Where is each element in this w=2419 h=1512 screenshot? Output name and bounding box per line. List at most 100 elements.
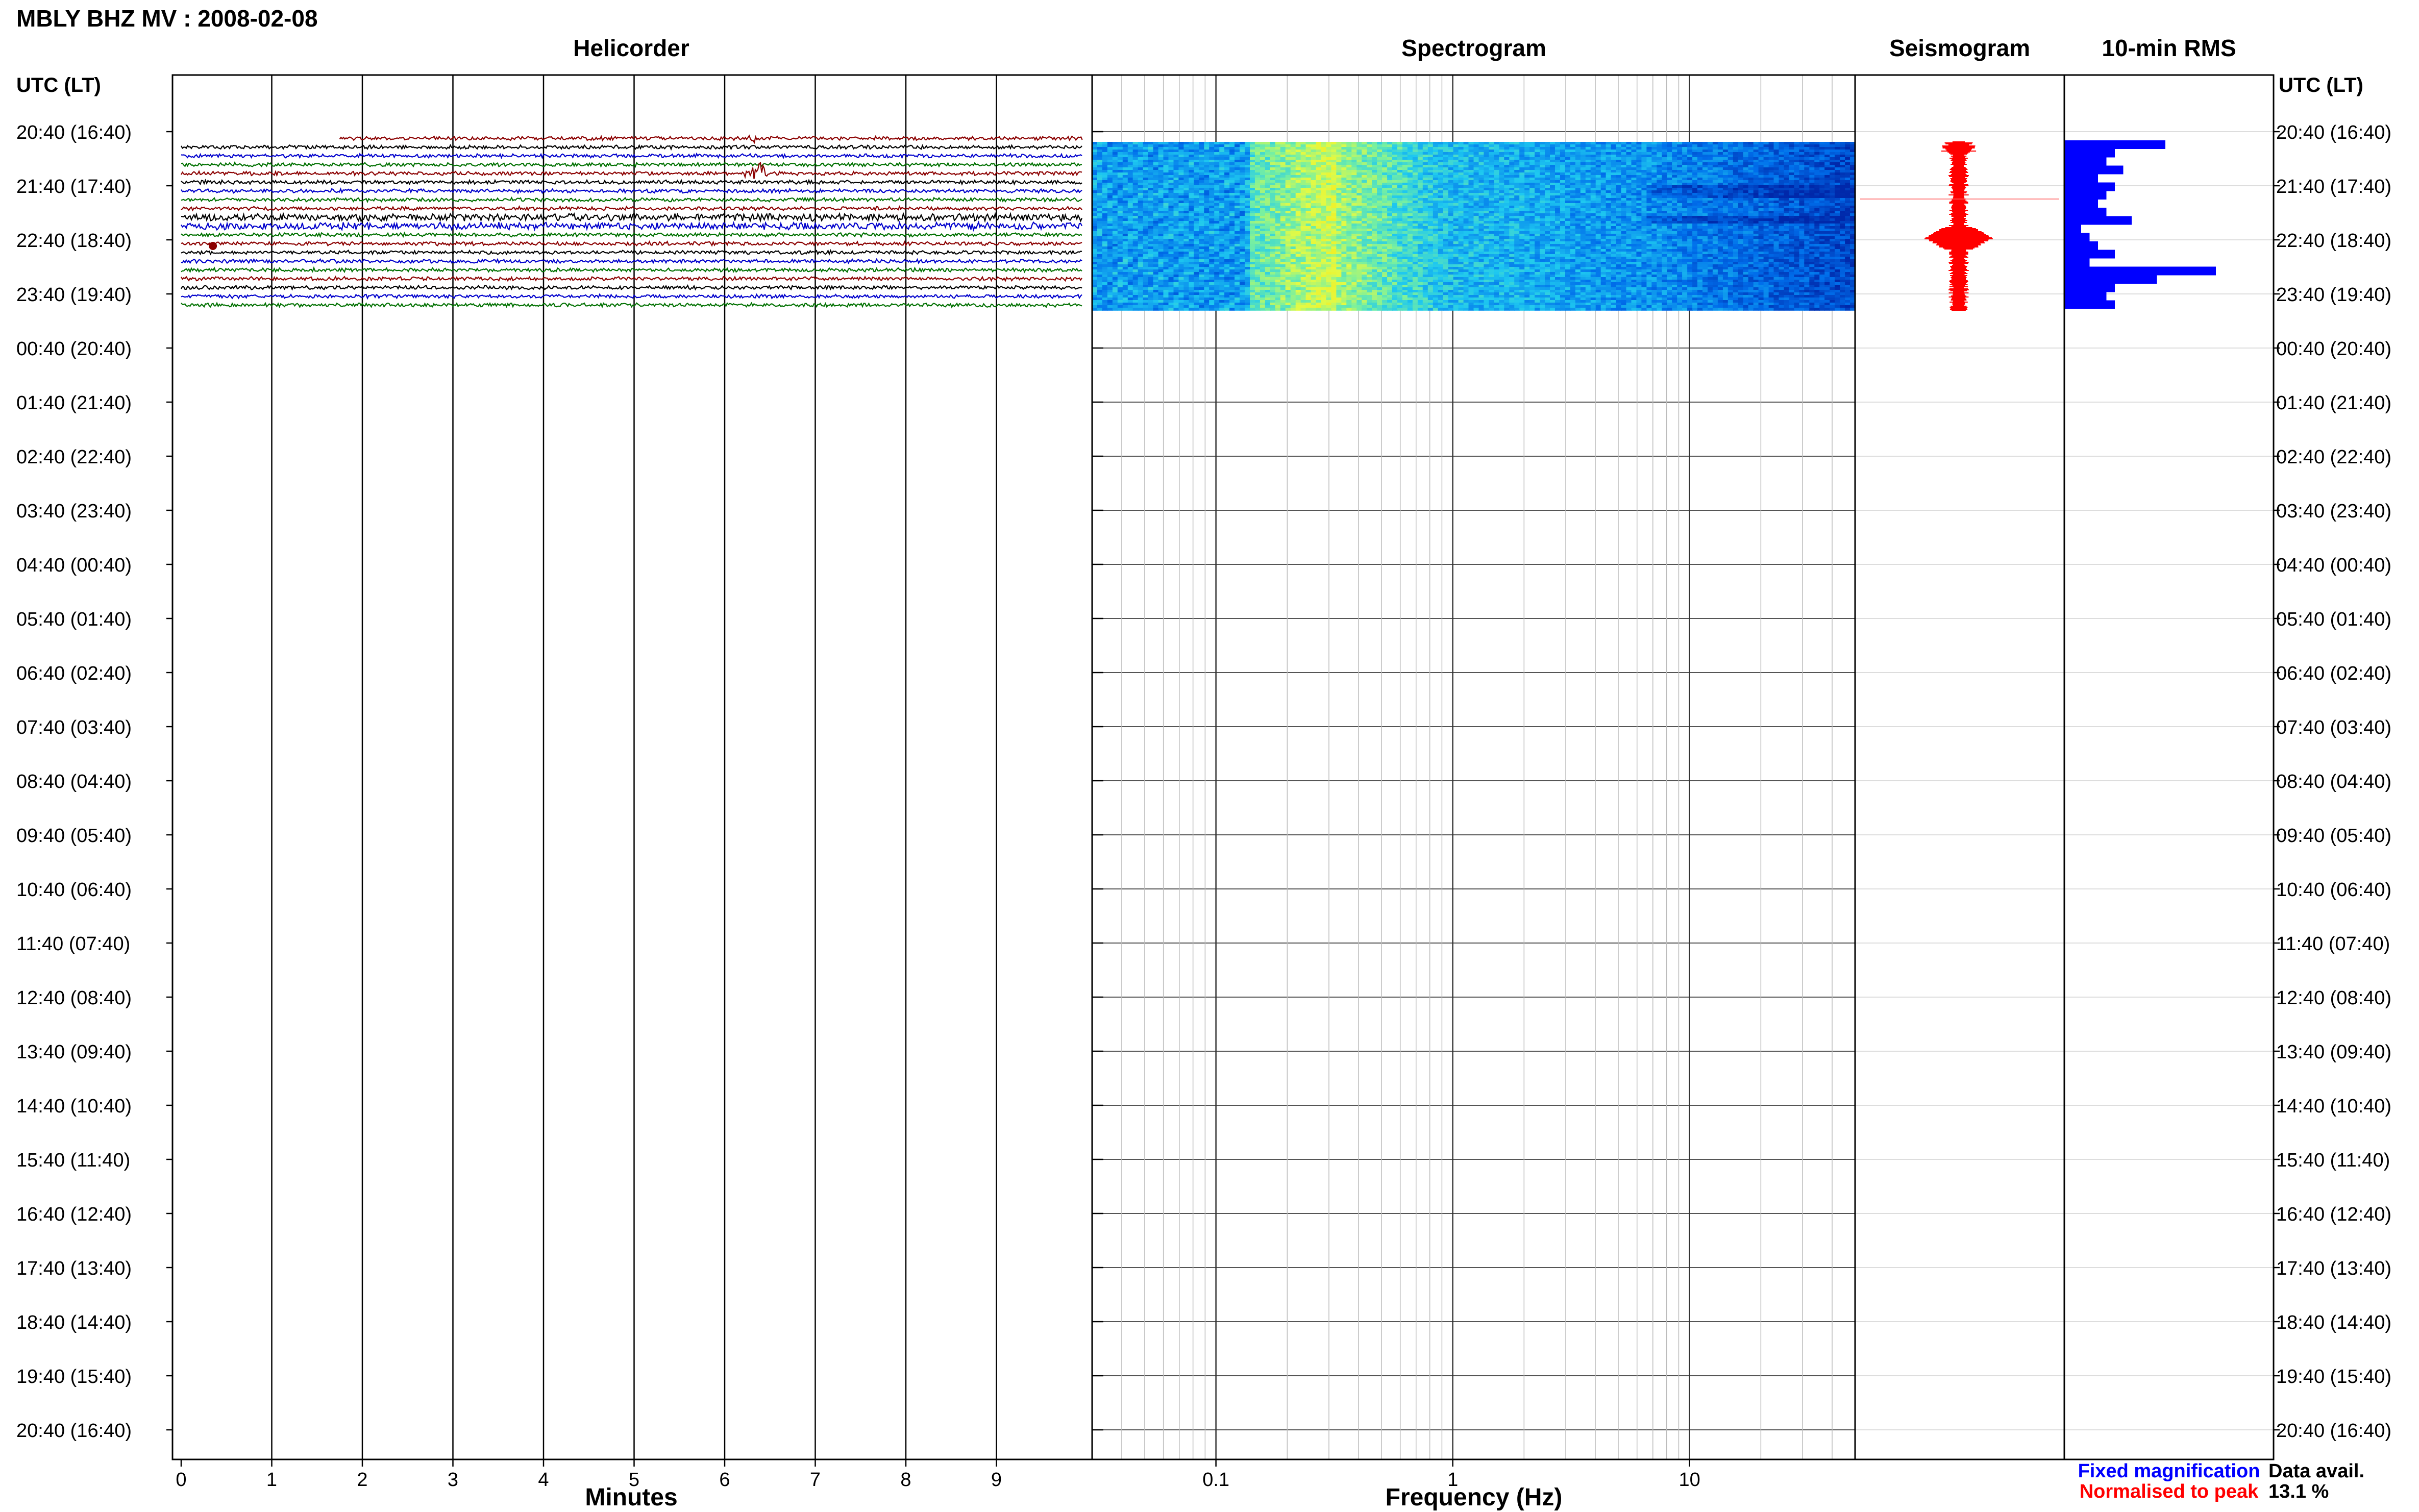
spectrogram-cell xyxy=(1484,175,1490,178)
spectrogram-cell xyxy=(1285,193,1291,196)
spectrogram-cell xyxy=(1392,208,1398,211)
spectrogram-cell xyxy=(1199,224,1205,227)
spectrogram-cell xyxy=(1183,201,1190,204)
spectrogram-cell xyxy=(1117,170,1123,173)
spectrogram-cell xyxy=(1453,195,1459,199)
spectrogram-cell xyxy=(1417,193,1423,196)
spectrogram-cell xyxy=(1417,188,1423,191)
spectrogram-cell xyxy=(1448,195,1454,199)
spectrogram-cell xyxy=(1702,218,1708,221)
spectrogram-cell xyxy=(1830,165,1835,168)
spectrogram-cell xyxy=(1606,162,1612,165)
spectrogram-cell xyxy=(1097,224,1103,227)
spectrogram-cell xyxy=(1580,144,1586,147)
spectrogram-cell xyxy=(1254,147,1261,150)
spectrogram-cell xyxy=(1143,178,1149,181)
spectrogram-title: Spectrogram xyxy=(1401,35,1546,61)
spectrogram-cell xyxy=(1438,201,1444,204)
spectrogram-cell xyxy=(1631,152,1637,155)
spectrogram-cell xyxy=(1722,165,1729,168)
spectrogram-cell xyxy=(1733,178,1739,181)
spectrogram-cell xyxy=(1473,167,1479,170)
spectrogram-cell xyxy=(1753,142,1759,145)
spectrogram-cell xyxy=(1662,208,1668,211)
spectrogram-cell xyxy=(1504,221,1510,224)
spectrogram-cell xyxy=(1397,147,1403,150)
spectrogram-cell xyxy=(1840,211,1845,214)
spectrogram-cell xyxy=(1245,157,1250,160)
spectrogram-cell xyxy=(1311,216,1317,219)
spectrogram-cell xyxy=(1763,167,1769,170)
spectrogram-cell xyxy=(1427,218,1434,221)
spectrogram-cell xyxy=(1336,211,1342,214)
spectrogram-cell xyxy=(1387,201,1393,204)
spectrogram-cell xyxy=(1224,165,1230,168)
spectrogram-cell xyxy=(1163,201,1169,204)
spectrogram-cell xyxy=(1794,144,1800,147)
spectrogram-cell xyxy=(1692,213,1698,216)
spectrogram-cell xyxy=(1219,167,1225,170)
spectrogram-cell xyxy=(1545,155,1550,158)
spectrogram-cell xyxy=(1194,180,1200,183)
spectrogram-cell xyxy=(1311,160,1317,163)
spectrogram-cell xyxy=(1183,142,1190,145)
spectrogram-cell xyxy=(1407,193,1413,196)
spectrogram-cell xyxy=(1794,195,1800,199)
spectrogram-cell xyxy=(1189,183,1195,186)
spectrogram-cell xyxy=(1708,142,1713,145)
spectrogram-cell xyxy=(1351,180,1357,183)
spectrogram-cell xyxy=(1402,213,1408,216)
spectrogram-cell xyxy=(1097,165,1103,168)
spectrogram-cell xyxy=(1768,144,1774,147)
spectrogram-cell xyxy=(1682,193,1688,196)
spectrogram-cell xyxy=(1550,208,1556,211)
spectrogram-cell xyxy=(1697,195,1703,199)
spectrogram-cell xyxy=(1580,178,1586,181)
spectrogram-cell xyxy=(1199,211,1205,214)
spectrogram-cell xyxy=(1209,188,1215,191)
spectrogram-cell xyxy=(1326,172,1332,176)
spectrogram-cell xyxy=(1814,183,1820,186)
spectrogram-cell xyxy=(1712,185,1718,188)
spectrogram-cell xyxy=(1138,172,1144,176)
spectrogram-cell xyxy=(1600,180,1607,183)
spectrogram-cell xyxy=(1463,211,1469,214)
spectrogram-cell xyxy=(1356,147,1363,150)
spectrogram-cell xyxy=(1158,211,1164,214)
spectrogram-cell xyxy=(1346,198,1352,201)
spectrogram-cell xyxy=(1199,142,1205,145)
spectrogram-cell xyxy=(1722,208,1729,211)
spectrogram-cell xyxy=(1773,142,1780,145)
spectrogram-cell xyxy=(1712,198,1718,201)
spectrogram-cell xyxy=(1122,201,1128,204)
spectrogram-cell xyxy=(1773,216,1780,219)
spectrogram-cell xyxy=(1458,221,1464,224)
spectrogram-cell xyxy=(1448,144,1454,147)
spectrogram-cell xyxy=(1107,193,1113,196)
spectrogram-cell xyxy=(1626,216,1632,219)
spectrogram-cell xyxy=(1667,144,1672,147)
spectrogram-cell xyxy=(1407,206,1413,209)
spectrogram-cell xyxy=(1504,180,1510,183)
spectrogram-cell xyxy=(1458,195,1464,199)
spectrogram-cell xyxy=(1662,221,1668,224)
spectrogram-cell xyxy=(1708,165,1713,168)
spectrogram-cell xyxy=(1753,195,1759,199)
spectrogram-cell xyxy=(1321,188,1327,191)
spectrogram-cell xyxy=(1173,157,1179,160)
spectrogram-cell xyxy=(1132,211,1139,214)
spectrogram-cell xyxy=(1178,195,1184,199)
spectrogram-cell xyxy=(1372,188,1377,191)
spectrogram-cell xyxy=(1804,211,1810,214)
spectrogram-cell xyxy=(1611,178,1617,181)
spectrogram-cell xyxy=(1097,198,1103,201)
spectrogram-cell xyxy=(1804,147,1810,150)
spectrogram-cell xyxy=(1733,190,1739,193)
spectrogram-cell xyxy=(1753,216,1759,219)
spectrogram-cell xyxy=(1209,180,1215,183)
spectrogram-cell xyxy=(1422,150,1428,153)
spectrogram-cell xyxy=(1835,211,1840,214)
spectrogram-cell xyxy=(1524,201,1530,204)
spectrogram-cell xyxy=(1367,198,1372,201)
spectrogram-cell xyxy=(1504,160,1510,163)
